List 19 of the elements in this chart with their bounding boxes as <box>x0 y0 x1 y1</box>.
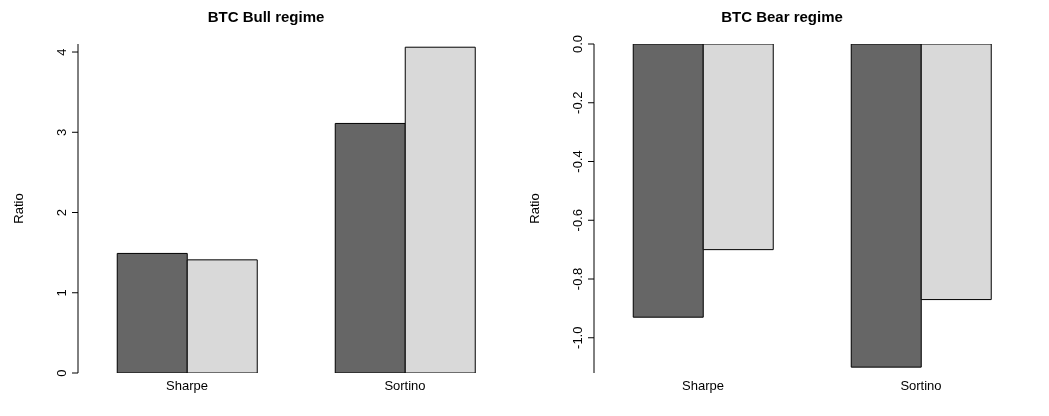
y-tick-label: 2 <box>54 208 69 217</box>
y-tick-label: -1.0 <box>570 326 585 349</box>
y-tick-label: 0.0 <box>570 34 585 54</box>
y-tick-label: 1 <box>54 289 69 297</box>
y-tick-label: -0.6 <box>570 209 585 232</box>
chart-title: BTC Bull regime <box>206 8 326 27</box>
y-tick-label: -0.2 <box>570 91 585 114</box>
y-axis-title: Ratio <box>10 193 26 224</box>
x-tick-label: Sharpe <box>682 378 724 394</box>
y-axis-title: Ratio <box>526 193 542 224</box>
chart-title: BTC Bear regime <box>720 8 844 27</box>
x-tick-label: Sortino <box>900 378 942 394</box>
x-tick-label: Sharpe <box>166 378 208 394</box>
y-tick-label: 4 <box>54 48 69 56</box>
y-tick-label: -0.4 <box>570 150 585 173</box>
x-tick-label: Sortino <box>384 378 426 394</box>
y-tick-label: 0 <box>54 369 69 377</box>
y-tick-label: -0.8 <box>570 267 585 291</box>
y-tick-label: 3 <box>54 128 69 136</box>
